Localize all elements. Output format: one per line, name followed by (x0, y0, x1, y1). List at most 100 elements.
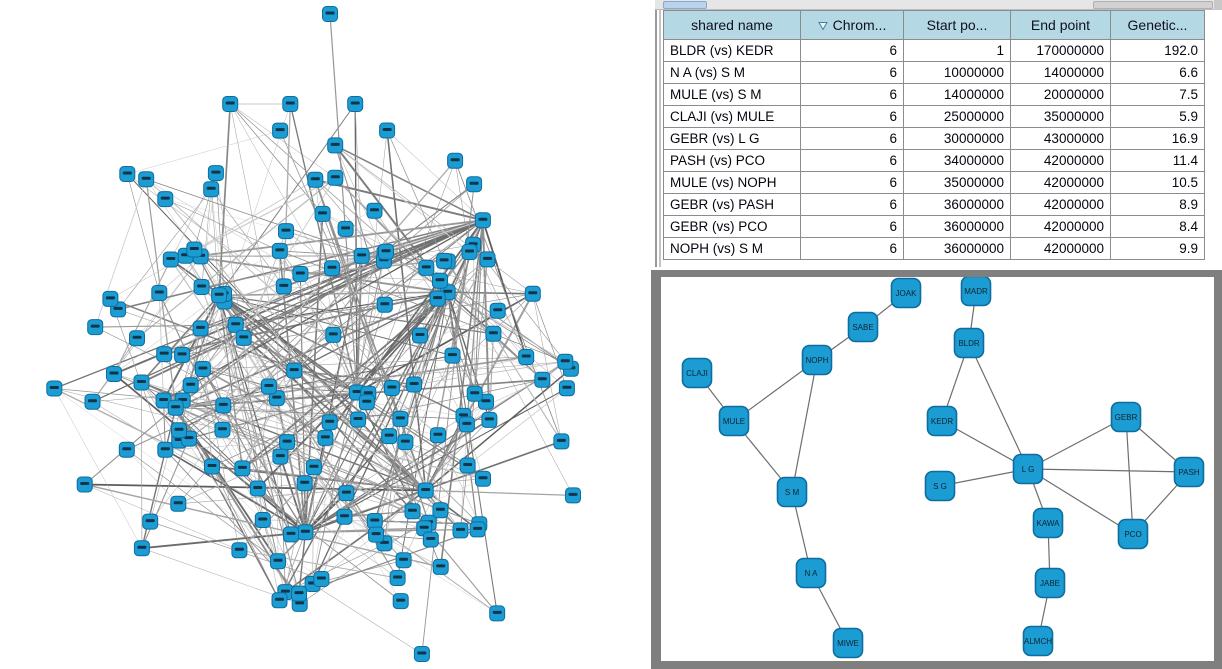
table-cell[interactable]: CLAJI (vs) MULE (663, 105, 801, 128)
network-node[interactable] (271, 242, 288, 259)
network-node[interactable] (156, 346, 173, 363)
network-node[interactable] (119, 166, 136, 182)
table-row[interactable]: PASH (vs) PCO 6 34000000 42000000 11.4 (663, 149, 1205, 172)
network-node[interactable] (222, 96, 239, 112)
detail-node-gebr[interactable]: GEBR (1110, 401, 1142, 433)
column-header-end-point[interactable]: End point (1010, 10, 1111, 40)
network-node[interactable] (466, 176, 483, 193)
network-node[interactable] (170, 495, 187, 512)
detail-node-almch[interactable]: ALMCH (1022, 625, 1054, 657)
network-node[interactable] (322, 6, 338, 22)
network-node[interactable] (397, 434, 414, 451)
network-node[interactable] (227, 316, 244, 333)
table-cell[interactable]: 10000000 (903, 61, 1011, 84)
network-node[interactable] (235, 329, 252, 346)
network-node[interactable] (129, 330, 145, 347)
network-node[interactable] (317, 429, 334, 446)
network-node[interactable] (214, 421, 231, 438)
network-node[interactable] (444, 347, 461, 364)
panel-splitter[interactable] (655, 10, 663, 267)
table-cell[interactable]: 6.6 (1110, 61, 1205, 84)
network-node[interactable] (87, 319, 104, 336)
table-row[interactable]: GEBR (vs) L G 6 30000000 43000000 16.9 (663, 127, 1205, 150)
table-cell[interactable]: 192.0 (1110, 39, 1205, 62)
table-hscrollbar[interactable] (655, 0, 1214, 10)
network-node[interactable] (432, 502, 449, 519)
table-cell[interactable]: 6 (800, 215, 904, 238)
detail-node-noph[interactable]: NOPH (801, 344, 833, 376)
table-cell[interactable]: 42000000 (1010, 215, 1111, 238)
network-node[interactable] (76, 476, 93, 493)
network-node[interactable] (418, 259, 435, 276)
network-node[interactable] (207, 165, 224, 182)
network-node[interactable] (118, 441, 135, 458)
network-node[interactable] (422, 531, 439, 548)
network-node[interactable] (106, 366, 122, 382)
table-cell[interactable]: 9.9 (1110, 237, 1205, 260)
table-cell[interactable]: 7.5 (1110, 83, 1205, 106)
table-cell[interactable]: PASH (vs) PCO (663, 149, 801, 172)
table-cell[interactable]: 6 (800, 61, 904, 84)
network-node[interactable] (406, 376, 423, 393)
network-node[interactable] (417, 482, 434, 499)
table-row[interactable]: CLAJI (vs) MULE 6 25000000 35000000 5.9 (663, 105, 1205, 128)
network-node[interactable] (204, 458, 220, 475)
network-node[interactable] (466, 385, 483, 402)
detail-node-kedr[interactable]: KEDR (926, 405, 958, 437)
network-node[interactable] (291, 585, 307, 602)
table-cell[interactable]: 42000000 (1010, 171, 1111, 194)
network-node[interactable] (142, 513, 159, 530)
network-node[interactable] (186, 241, 203, 258)
network-node[interactable] (432, 558, 449, 575)
network-node[interactable] (461, 244, 478, 260)
table-cell[interactable]: 43000000 (1010, 127, 1111, 150)
table-cell[interactable]: 34000000 (903, 149, 1011, 172)
table-cell[interactable]: 6 (800, 171, 904, 194)
table-cell[interactable]: 6 (800, 237, 904, 260)
network-node[interactable] (260, 378, 277, 395)
table-cell[interactable]: NOPH (vs) S M (663, 237, 801, 260)
network-node[interactable] (347, 96, 364, 112)
network-node[interactable] (133, 540, 150, 557)
detail-node-n-a[interactable]: N A (795, 557, 827, 589)
network-node[interactable] (283, 526, 299, 543)
network-node[interactable] (413, 646, 430, 662)
detail-node-pco[interactable]: PCO (1117, 518, 1149, 550)
network-node[interactable] (475, 470, 491, 487)
network-node[interactable] (337, 220, 354, 237)
network-node[interactable] (565, 487, 581, 504)
network-node[interactable] (327, 169, 344, 186)
detail-node-bldr[interactable]: BLDR (953, 327, 985, 359)
table-cell[interactable]: 11.4 (1110, 149, 1205, 172)
network-node[interactable] (350, 411, 367, 428)
detail-node-sabe[interactable]: SABE (847, 311, 879, 343)
table-cell[interactable]: 6 (800, 83, 904, 106)
table-cell[interactable]: 36000000 (903, 237, 1011, 260)
network-node[interactable] (286, 362, 303, 379)
network-node[interactable] (272, 448, 289, 465)
table-cell[interactable]: 16.9 (1110, 127, 1205, 150)
network-node[interactable] (155, 392, 172, 409)
column-header-start-point[interactable]: Start po... (903, 10, 1011, 40)
table-cell[interactable]: 30000000 (903, 127, 1011, 150)
network-node[interactable] (429, 290, 446, 307)
network-node[interactable] (254, 512, 271, 528)
network-node[interactable] (479, 251, 496, 268)
network-node[interactable] (524, 285, 541, 302)
table-cell[interactable]: 10.5 (1110, 171, 1205, 194)
network-node[interactable] (379, 122, 396, 139)
network-node[interactable] (392, 593, 409, 610)
network-node[interactable] (133, 374, 150, 391)
network-node[interactable] (305, 459, 322, 476)
table-cell[interactable]: GEBR (vs) L G (663, 127, 801, 150)
network-node[interactable] (485, 325, 502, 342)
network-node[interactable] (432, 272, 448, 289)
network-node[interactable] (271, 592, 288, 609)
overview-network-panel[interactable] (0, 0, 648, 669)
table-cell[interactable]: 6 (800, 105, 904, 128)
network-node[interactable] (321, 414, 338, 431)
detail-node-l-g[interactable]: L G (1012, 453, 1044, 485)
table-row[interactable]: MULE (vs) S M 6 14000000 20000000 7.5 (663, 83, 1205, 106)
network-node[interactable] (313, 571, 330, 587)
network-node[interactable] (474, 212, 491, 229)
